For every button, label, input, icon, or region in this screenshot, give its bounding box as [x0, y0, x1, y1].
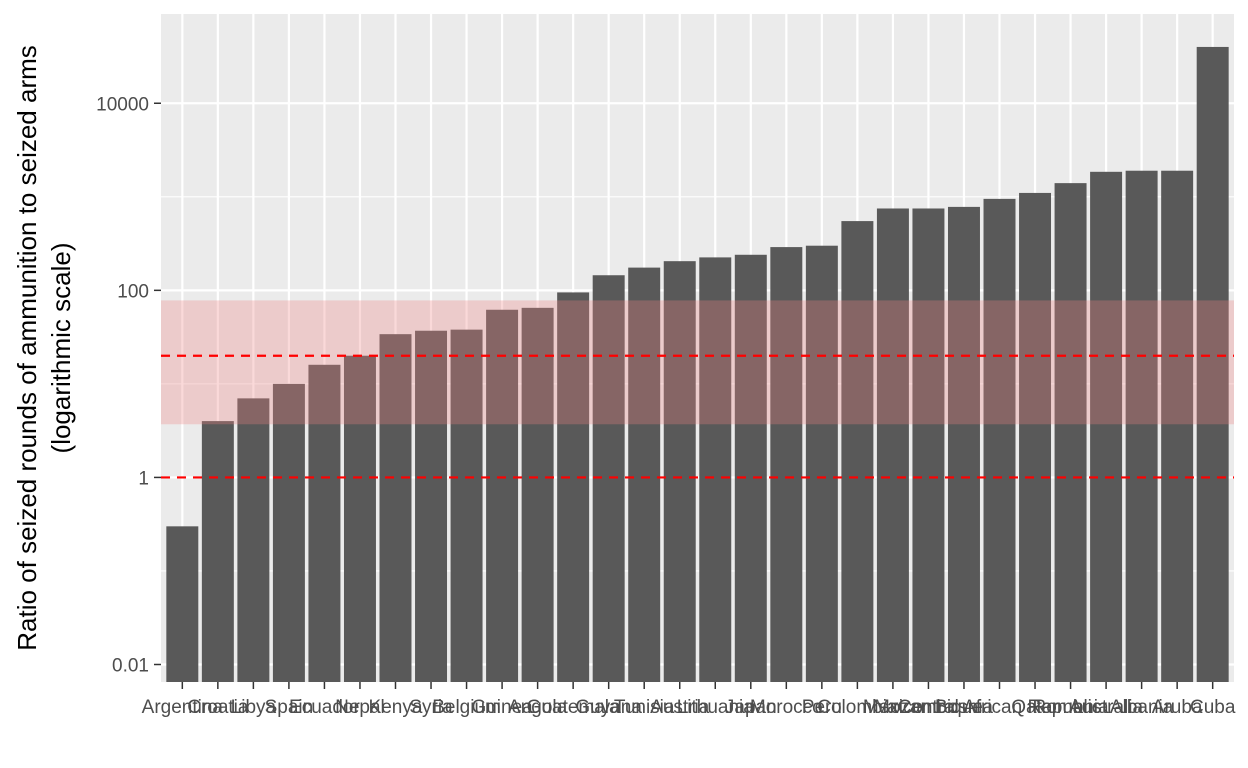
- x-tick-label: Nepal: [335, 697, 385, 718]
- x-tick-label: Mexico: [863, 697, 923, 718]
- bars: [166, 46, 1229, 683]
- x-tick-label: Peru: [802, 697, 842, 718]
- bar-qatar: [1019, 192, 1052, 683]
- bar-guatemala: [557, 292, 590, 682]
- x-tick-label: Lithuania: [677, 697, 755, 718]
- x-tick-label: Albania: [1110, 697, 1174, 718]
- bar-mexico: [876, 208, 909, 682]
- bar-austria: [663, 261, 696, 682]
- x-tick-label: Central African Republic: [898, 697, 1102, 718]
- bar-albania: [1125, 170, 1158, 682]
- reference-lines: [161, 354, 1234, 479]
- reference-band: [161, 300, 1234, 425]
- x-tick-label: Guyana: [575, 697, 642, 718]
- x-tick-label: Japan: [725, 697, 777, 718]
- x-tick-label: Guatemala: [527, 697, 620, 718]
- x-tick-label: Cuba: [1190, 697, 1236, 718]
- bar-lithuania: [699, 257, 732, 682]
- x-tick-label: Croatia: [187, 697, 249, 718]
- bar-syria: [415, 330, 448, 682]
- bar-belgium: [450, 329, 483, 682]
- x-tick-label: Belgium: [432, 697, 501, 718]
- bar-central-african-republic: [983, 198, 1016, 682]
- x-tick-label: Syria: [409, 697, 453, 718]
- y-tick-label: 1: [138, 468, 149, 489]
- bar-aruba: [1161, 170, 1194, 682]
- x-tick-label: Angola: [508, 697, 568, 718]
- bar-kenya: [379, 334, 412, 682]
- x-tick-label: Tunisia: [614, 697, 675, 718]
- bar-croatia: [201, 421, 234, 682]
- x-tick-label: Guinea: [471, 697, 533, 718]
- x-tick-label: Spain: [265, 697, 314, 718]
- bar-argentina: [166, 526, 199, 682]
- y-axis-title: Ratio of seized rounds of ammunition to …: [12, 45, 42, 651]
- bar-mozambique: [912, 208, 945, 682]
- x-tick-label: Morocco: [750, 697, 823, 718]
- bar-nepal: [343, 355, 376, 682]
- bar-cuba: [1196, 46, 1229, 682]
- bar-bosnia: [947, 206, 980, 682]
- x-tick-label: Romania: [1033, 697, 1109, 718]
- bar-guinea: [486, 309, 519, 682]
- bar-libya: [237, 398, 270, 682]
- x-tick-label: Libya: [231, 697, 277, 718]
- y-tick-label: 0.01: [112, 655, 149, 676]
- x-tick-label: Austria: [650, 697, 710, 718]
- bar-tunisia: [628, 267, 661, 682]
- y-tick-label: 10000: [96, 94, 149, 115]
- bar-romania: [1054, 183, 1087, 682]
- bar-colombia: [841, 221, 874, 682]
- x-tick-label: Kenya: [369, 697, 423, 718]
- x-tick-label: Qatar: [1011, 697, 1059, 718]
- y-axis-subtitle: (logarithmic scale): [46, 243, 76, 454]
- x-axis: ArgentinaCroatiaLibyaSpainEcuadorNepalKe…: [142, 682, 1236, 718]
- bar-japan: [734, 254, 767, 683]
- band-rect: [161, 300, 1234, 425]
- x-tick-label: Ecuador: [289, 697, 360, 718]
- x-tick-label: Mozambique: [874, 697, 983, 718]
- y-tick-label: 100: [117, 281, 149, 302]
- bar-peru: [805, 245, 838, 682]
- bar-angola: [521, 307, 554, 682]
- y-axis: 0.01 1 100 10000: [96, 94, 161, 676]
- bar-spain: [272, 383, 305, 682]
- x-tick-label: Australia: [1069, 697, 1143, 718]
- x-tick-label: Bosnia: [935, 697, 994, 718]
- bar-ecuador: [308, 364, 341, 682]
- x-tick-label: Argentina: [142, 697, 224, 718]
- bar-morocco: [770, 247, 803, 682]
- bar-guyana: [592, 275, 625, 682]
- x-tick-label: Colombia: [817, 697, 898, 718]
- bar-australia: [1090, 171, 1123, 682]
- x-tick-label: Aruba: [1152, 697, 1203, 718]
